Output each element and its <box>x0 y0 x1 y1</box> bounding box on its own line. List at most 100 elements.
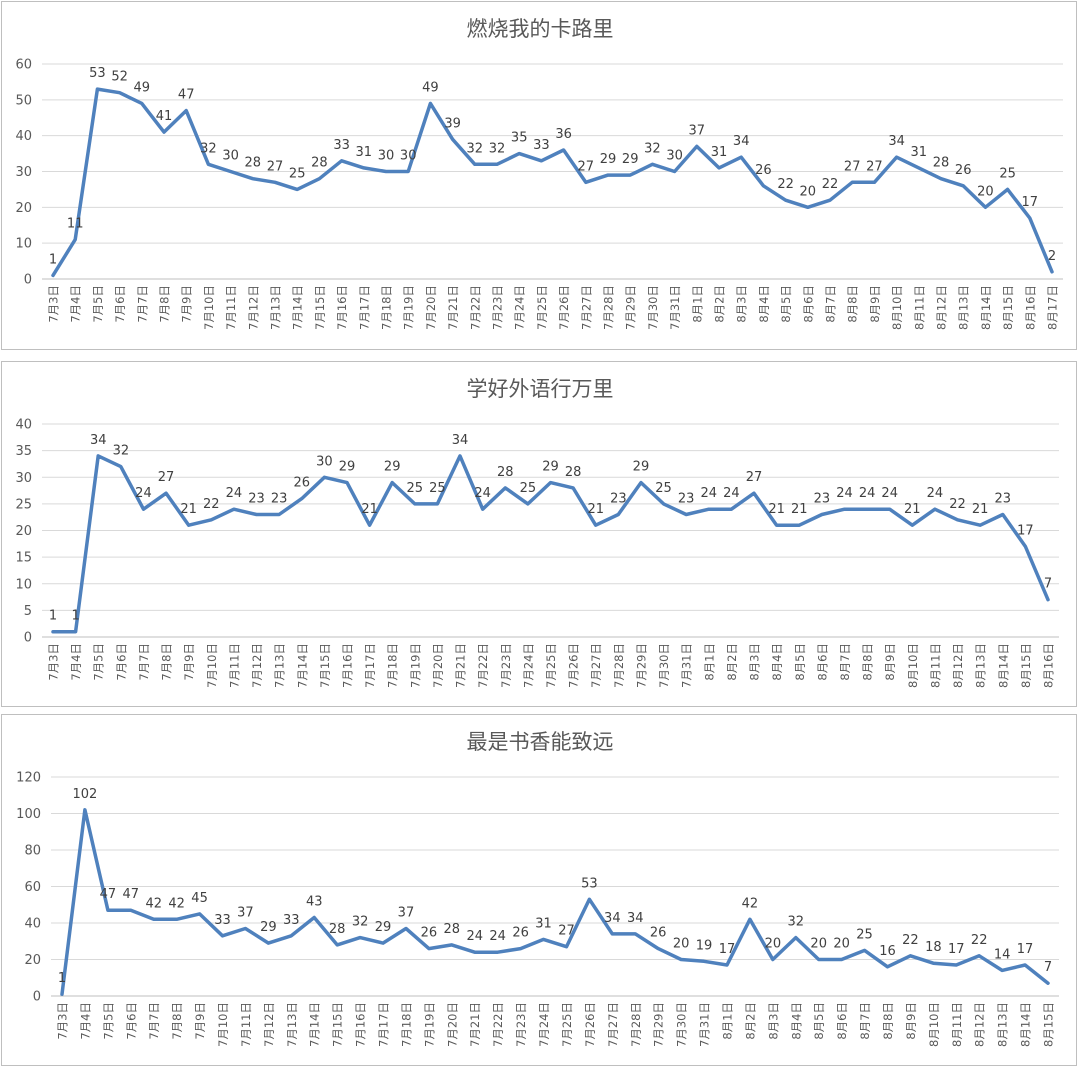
data-label: 30 <box>378 149 395 164</box>
chart-calories: 燃烧我的卡路里 0 10 20 30 40 50 60 7月3日 7月4日 7月5日 7月6日 7月7日… <box>15 17 1063 330</box>
data-label: 22 <box>902 933 919 948</box>
x-tick-label: 7月26日 <box>557 285 571 330</box>
data-label: 27 <box>746 470 763 485</box>
data-label: 29 <box>633 460 650 475</box>
data-label: 27 <box>866 159 883 174</box>
data-label: 27 <box>558 924 575 939</box>
y-tick-label: 40 <box>24 917 41 932</box>
y-tick-label: 40 <box>15 418 32 433</box>
data-label: 22 <box>777 177 794 192</box>
x-tick-label: 8月5日 <box>779 285 793 323</box>
data-label: 1 <box>49 252 57 267</box>
y-tick-label: 50 <box>15 93 32 108</box>
data-label: 53 <box>89 66 106 81</box>
y-tick-label: 20 <box>15 201 32 216</box>
y-tick-label: 20 <box>24 953 41 968</box>
data-label: 31 <box>711 145 728 160</box>
data-label: 41 <box>156 109 173 124</box>
x-tick-label: 7月5日 <box>101 1002 115 1040</box>
data-label: 29 <box>375 920 392 935</box>
data-label: 26 <box>955 163 972 178</box>
x-tick-label: 8月16日 <box>1042 643 1056 688</box>
data-label: 34 <box>733 134 750 149</box>
x-tick-label: 7月25日 <box>560 1002 574 1047</box>
data-label: 25 <box>856 927 873 942</box>
y-tick-label: 30 <box>15 165 32 180</box>
x-tick-label: 7月13日 <box>273 643 287 688</box>
x-tick-label: 8月9日 <box>904 1002 918 1040</box>
x-tick-label: 8月10日 <box>927 1002 941 1047</box>
x-tick-label: 8月1日 <box>690 285 704 323</box>
x-tick-label: 7月16日 <box>354 1002 368 1047</box>
x-tick-label: 8月10日 <box>890 285 904 330</box>
x-tick-label: 8月7日 <box>858 1002 872 1040</box>
y-tick-label: 15 <box>15 551 32 566</box>
y-tick-label: 0 <box>24 273 32 288</box>
y-tick-label: 35 <box>15 444 32 459</box>
x-tick-label: 8月14日 <box>979 285 993 330</box>
x-tick-label: 7月21日 <box>446 285 460 330</box>
x-tick-label: 7月26日 <box>567 643 581 688</box>
data-label: 21 <box>361 502 378 517</box>
x-tick-label: 7月20日 <box>445 1002 459 1047</box>
x-tick-label: 7月11日 <box>227 643 241 688</box>
x-tick-label: 7月5日 <box>91 285 105 323</box>
data-label: 34 <box>627 911 644 926</box>
x-tick-label: 8月13日 <box>974 643 988 688</box>
data-label: 21 <box>904 502 921 517</box>
data-label: 29 <box>600 152 617 167</box>
x-tick-label: 7月8日 <box>158 285 172 323</box>
data-label: 21 <box>972 502 989 517</box>
data-label: 29 <box>384 460 401 475</box>
x-tick-label: 8月2日 <box>743 1002 757 1040</box>
data-label: 26 <box>293 476 310 491</box>
data-label: 20 <box>800 184 817 199</box>
data-label: 30 <box>666 149 683 164</box>
x-tick-label: 8月2日 <box>713 285 727 323</box>
x-tick-label: 7月5日 <box>92 643 106 681</box>
x-tick-label: 7月27日 <box>589 643 603 688</box>
data-label: 23 <box>248 492 265 507</box>
data-label: 31 <box>535 916 552 931</box>
data-label: 23 <box>678 492 695 507</box>
x-tick-label: 7月26日 <box>583 1002 597 1047</box>
series-line <box>60 808 1050 996</box>
data-label: 7 <box>1044 577 1052 592</box>
data-label: 42 <box>145 896 162 911</box>
data-label: 33 <box>533 138 550 153</box>
x-tick-label: 7月12日 <box>250 643 264 688</box>
chart-panel-reading: 最是书香能致远 0 20 40 60 80 100 120 7月3日 7月4日 7月5日 7月6日 7月… <box>1 714 1077 1066</box>
x-tick-label: 7月29日 <box>624 285 638 330</box>
x-tick-label: 7月25日 <box>544 643 558 688</box>
data-label: 24 <box>881 486 898 501</box>
data-label: 34 <box>604 911 621 926</box>
x-tick-label: 8月17日 <box>1046 285 1060 330</box>
data-label: 34 <box>90 433 107 448</box>
data-label: 24 <box>836 486 853 501</box>
x-tick-label: 8月6日 <box>815 643 829 681</box>
y-tick-label: 40 <box>15 129 32 144</box>
data-label: 20 <box>673 937 690 952</box>
x-tick-label: 8月9日 <box>868 285 882 323</box>
x-tick-label: 8月2日 <box>725 643 739 681</box>
y-tick-label: 25 <box>15 497 32 512</box>
x-tick-label: 8月11日 <box>950 1002 964 1047</box>
data-label: 33 <box>333 138 350 153</box>
data-label: 31 <box>911 145 928 160</box>
x-tick-label: 7月18日 <box>399 1002 413 1047</box>
x-tick-label: 7月13日 <box>269 285 283 330</box>
y-tick-label: 10 <box>15 577 32 592</box>
x-tick-label: 7月9日 <box>193 1002 207 1040</box>
data-label: 33 <box>283 913 300 928</box>
data-label: 28 <box>311 156 328 171</box>
x-tick-label: 8月10日 <box>906 643 920 688</box>
x-tick-label: 8月4日 <box>770 643 784 681</box>
x-tick-label: 8月5日 <box>812 1002 826 1040</box>
data-label: 26 <box>421 926 438 941</box>
data-label: 20 <box>810 937 827 952</box>
x-tick-label: 7月23日 <box>514 1002 528 1047</box>
x-tick-label: 7月14日 <box>308 1002 322 1047</box>
x-tick-label: 8月9日 <box>883 643 897 681</box>
data-label: 11 <box>67 217 84 232</box>
y-tick-label: 20 <box>15 524 32 539</box>
